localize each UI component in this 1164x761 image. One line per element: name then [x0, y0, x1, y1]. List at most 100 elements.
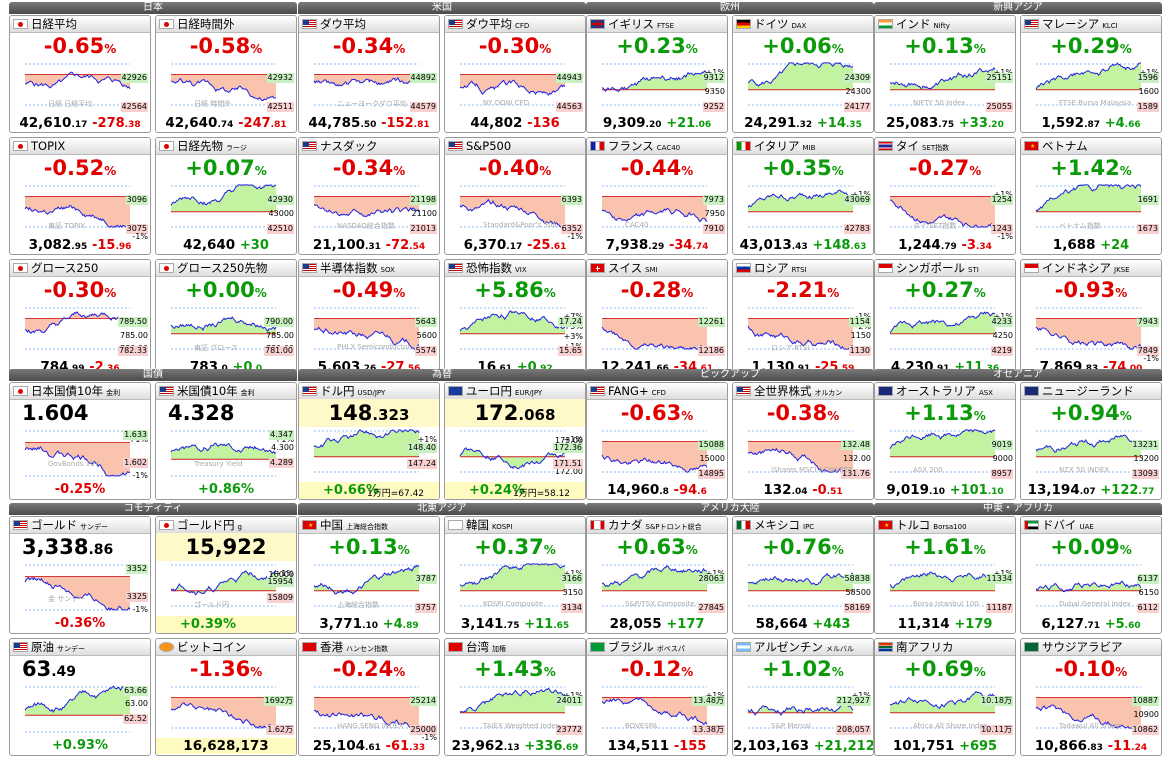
market-card-topix[interactable]: TOPIX -0.52% 3,082.95 -15.96 3096 3075 -1% 東証 … — [9, 137, 151, 255]
price-chart — [601, 686, 708, 729]
instrument-name: 原油 サンデー — [31, 640, 85, 654]
market-card-usdjpy[interactable]: ドル円 USD/JPY 148.323 +0.66% 1万円=67.42 +1% 148.4… — [298, 382, 440, 500]
card-title-bar: 日本国債10年 金利 — [10, 383, 150, 400]
instrument-name: フランス CAC40 — [608, 139, 681, 153]
card-title-bar: ★ ベトナム — [1021, 138, 1161, 155]
card-title-bar: ドル円 USD/JPY — [299, 383, 439, 400]
market-card-sp500[interactable]: S&P500 -0.40% 6,370.17 -25.61 6393 6352 -1% St… — [444, 137, 586, 255]
chart-watermark: 金 サンデー — [48, 595, 86, 603]
ae-flag-icon — [1024, 520, 1039, 530]
change-percent: +0.66% — [323, 483, 379, 498]
market-card-dfm[interactable]: ドバイ UAE +0.09% 6,127.71 +5.60 6137 6150 6112 Du… — [1020, 516, 1162, 634]
instrument-name: ニュージーランド — [1042, 384, 1134, 398]
market-card-ipc[interactable]: メキシコ IPC +0.76% 58,664 +443 58838 58500 58169 — [732, 516, 874, 634]
axis-label-mid: 3150 — [562, 588, 583, 597]
axis-label-p1: +1% — [852, 691, 871, 701]
market-card-acwi[interactable]: 全世界株式 オルカン -0.38% 132.04 -0.51 132.48 132.00 1… — [732, 382, 874, 500]
market-card-oil[interactable]: 原油 サンデー 63.49 +0.93% 63.66 63.00 62.52 — [9, 638, 151, 756]
price-change: -11.24 — [1107, 739, 1148, 754]
chart-watermark: PHLX Semiconductor — [337, 343, 411, 351]
market-card-nzx[interactable]: ニュージーランド +0.94% 13,194.07 +122.77 13231 1320… — [1020, 382, 1162, 500]
market-card-jse[interactable]: 南アフリカ +0.69% 101,751 +695 10.18万 10.11万 Afric… — [874, 638, 1016, 756]
market-card-vnindex[interactable]: ★ ベトナム +1.42% 1,688 +24 1691 1673 ベトナム指数 — [1020, 137, 1162, 255]
chart-watermark: NZX 50 INDEX — [1059, 466, 1110, 474]
price-chart — [747, 307, 854, 350]
card-title-bar: ニュージーランド — [1021, 383, 1161, 400]
price: 23,962.13 — [451, 738, 520, 754]
price-row: 6,370.17 -25.61 — [445, 237, 585, 253]
chart-watermark: 日経 時間外 — [194, 100, 232, 108]
market-card-dax[interactable]: ドイツ DAX +0.06% 24,291.32 +14.35 24309 24300 24… — [732, 15, 874, 133]
change-percent: +1.61% — [904, 535, 986, 559]
market-card-ust10[interactable]: 米国債10年金利4.328+0.86%+1%4.3474.3004.289Tre… — [155, 382, 297, 500]
price-chart — [24, 430, 131, 477]
vn-flag-icon: ★ — [1024, 141, 1039, 151]
change-percent: +0.29% — [1050, 34, 1132, 58]
price-chart — [889, 63, 996, 106]
card-title-bar: S&P500 — [445, 138, 585, 155]
market-card-nasdaq[interactable]: ナスダック -0.34% 21,100.31 -72.54 21198 21100 210… — [298, 137, 440, 255]
axis-label-y_hi: 12261 — [697, 317, 725, 327]
price-row: 3,141.75 +11.65 — [445, 616, 585, 632]
market-card-goldjpy[interactable]: ゴールド円 g 15,922 +0.39% +1% 15954 16000 15809 ゴールド… — [155, 516, 297, 634]
price-chart — [889, 429, 996, 473]
market-card-eurjpy[interactable]: ユーロ円 EUR/JPY 172.068 +0.24% 1万円=58.12 +1% 172.… — [444, 382, 586, 500]
axis-label-mid: 10900 — [1133, 710, 1159, 719]
change-percent: -1.36% — [189, 657, 263, 681]
axis-label-mid: 173.00 — [555, 436, 583, 445]
market-card-jgb10[interactable]: 日本国債10年金利1.604-0.25%+1%1.6331.602-1%GovB… — [9, 382, 151, 500]
change-percent: +0.07% — [185, 156, 267, 180]
gb-flag-icon — [590, 19, 605, 29]
market-card-btc[interactable]: ビットコイン -1.36% 16,628,173 1692万 1.62万 — [155, 638, 297, 756]
axis-label-y_lo: 12186 — [697, 346, 725, 356]
price-row: 14,960.8 -94.6 — [587, 482, 727, 498]
current-value: 3,338.86 — [22, 535, 114, 559]
market-card-nikkei_ot[interactable]: 日経時間外 -0.58% 42,640.74 -247.81 42932 42511 日経… — [155, 15, 297, 133]
change-percent: +1.42% — [1050, 156, 1132, 180]
market-card-asx[interactable]: オーストラリア ASX +1.13% 9,019.10 +101.10 9019 9000… — [874, 382, 1016, 500]
market-card-growth250[interactable]: グロース250-0.30%784.99 -2.36789.50785.00780… — [9, 259, 151, 377]
price-change: +5.60 — [1104, 617, 1141, 632]
market-card-fang[interactable]: FANG+ CFD -0.63% 14,960.8 -94.6 15088 15000 14… — [586, 382, 728, 500]
market-card-nikkei[interactable]: 日経平均 -0.65% 42,610.17 -278.38 42926 42564 日経 … — [9, 15, 151, 133]
market-card-shcomp[interactable]: ★ 中国 上海総合指数 +0.13% 3,771.10 +4.89 3787 3757 上海総… — [298, 516, 440, 634]
axis-label-p1: +1% — [852, 190, 871, 200]
axis-label-mid: 15000 — [699, 454, 725, 463]
market-card-cac[interactable]: フランス CAC40 -0.44% 7,938.29 -34.74 7973 7950 79… — [586, 137, 728, 255]
price-row: 44,802 -136 — [445, 115, 585, 131]
market-card-dow[interactable]: ダウ平均 -0.34% 44,785.50 -152.81 44892 44579 ニュー… — [298, 15, 440, 133]
instrument-subname: SOX — [380, 266, 395, 274]
instrument-name: ゴールド サンデー — [31, 518, 108, 532]
price-chart — [747, 185, 854, 228]
change-percent: -0.40% — [478, 156, 552, 180]
market-card-nk_fut[interactable]: 日経先物 ラージ +0.07% 42,640 +30 42930 43000 42510 — [155, 137, 297, 255]
card-title-bar: イギリス FTSE — [587, 16, 727, 33]
market-card-dow_cfd[interactable]: ダウ平均 CFD -0.30% 44,802 -136 44943 44563 NY DOW… — [444, 15, 586, 133]
chart-watermark: HANG SENG INDEX — [337, 722, 404, 730]
market-card-tasi[interactable]: サウジアラビア -0.10% 10,866.83 -11.24 10887 10900 1… — [1020, 638, 1162, 756]
chart-watermark: NASDAQ総合指数 — [337, 222, 395, 230]
market-card-hsi[interactable]: 香港 ハンセン指数 -0.24% 25,104.61 -61.33 25214 25000… — [298, 638, 440, 756]
axis-label-mid: 1600 — [1138, 87, 1159, 96]
axis-label-y_hi: 5643 — [414, 317, 437, 327]
market-card-gold[interactable]: ゴールド サンデー 3,338.86 -0.36% 3352 3325 -1% 金 サンデー — [9, 516, 151, 634]
section-us: 米国 — [298, 2, 586, 382]
market-card-growth250f[interactable]: グロース250先物+0.00%783.0 +0.0790.00785.00780… — [155, 259, 297, 377]
